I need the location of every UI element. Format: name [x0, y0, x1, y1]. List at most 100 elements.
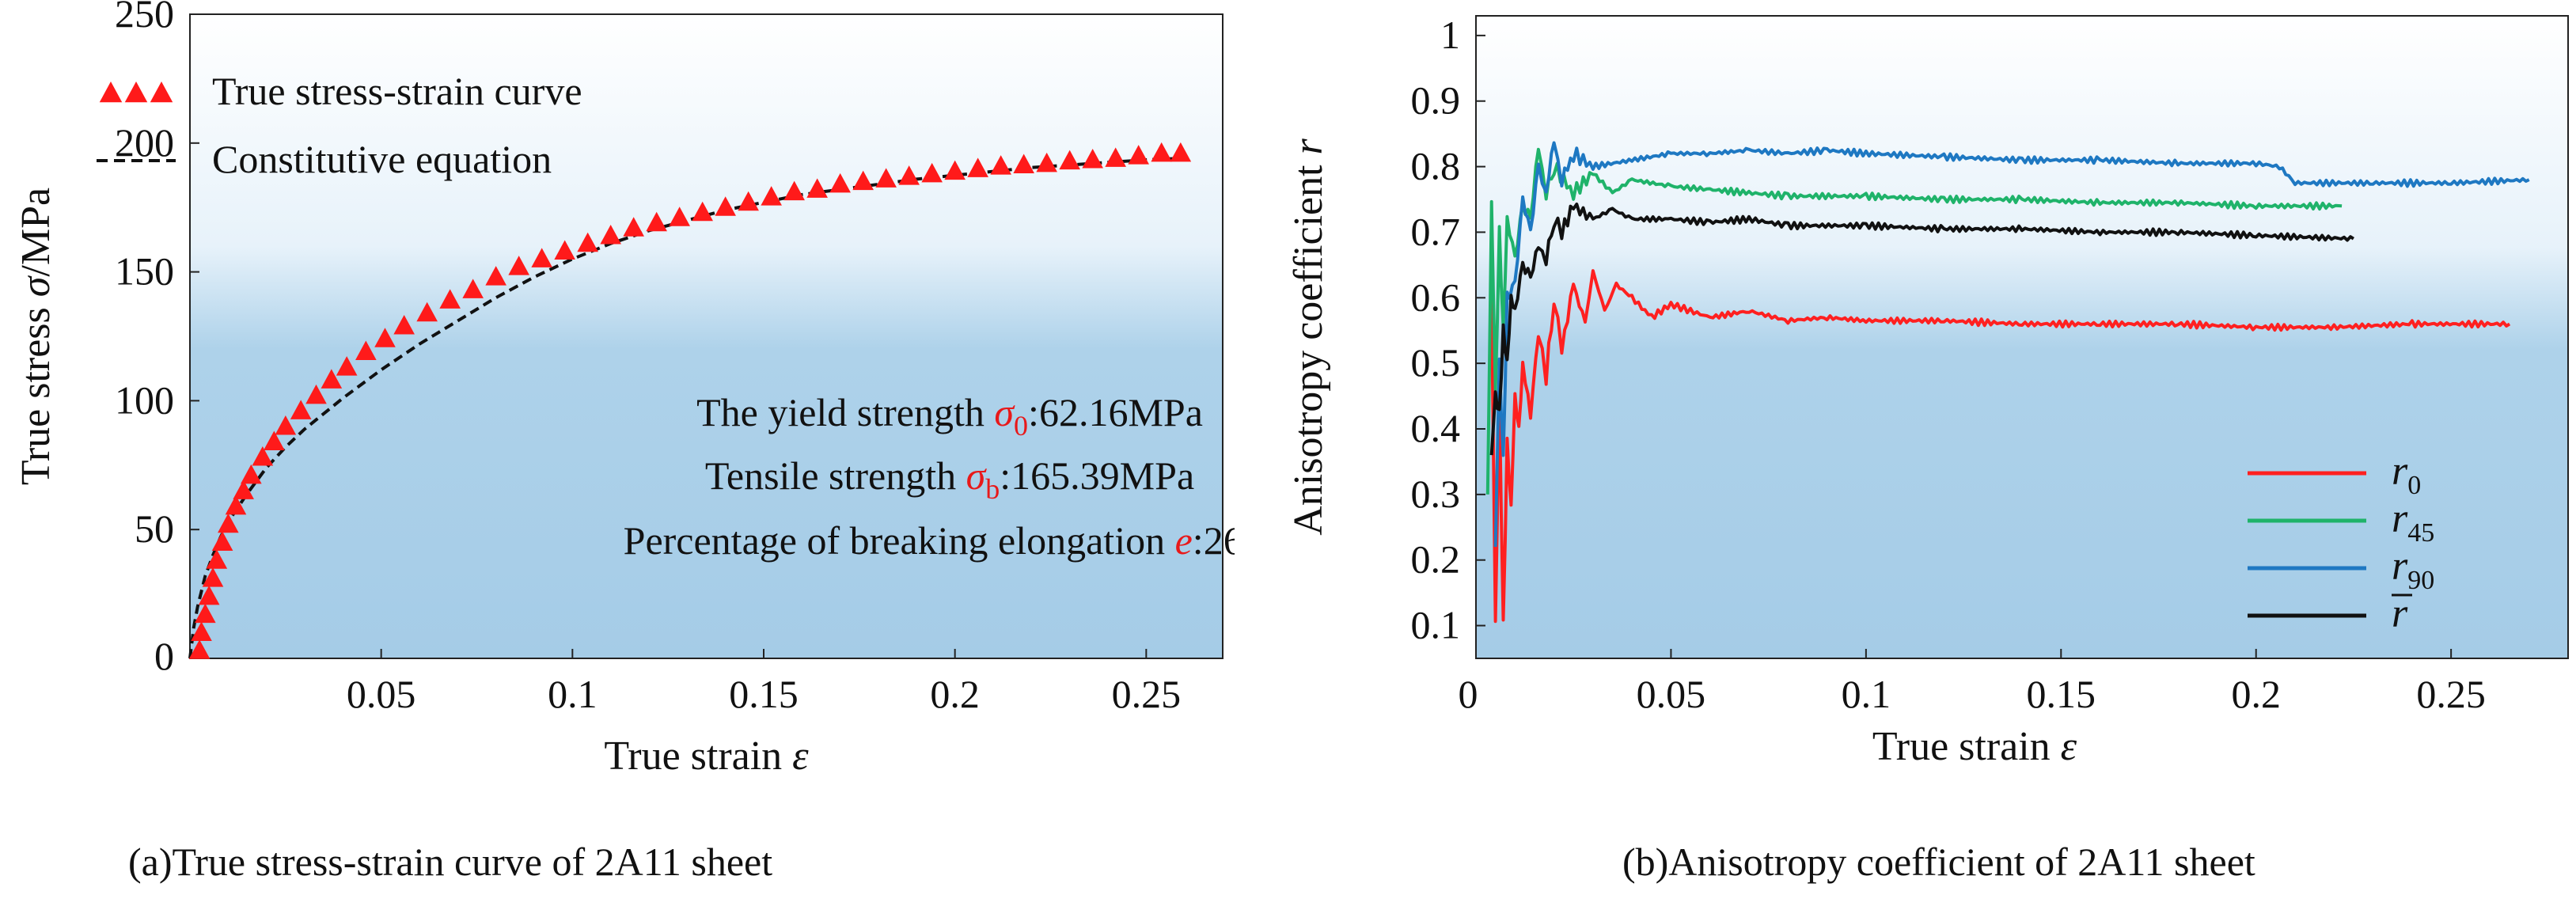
legend-label-45: r45 — [2392, 496, 2434, 548]
data-point-triangle — [485, 266, 506, 286]
y-tick-label: 0.9 — [1411, 78, 1461, 123]
plot-frame — [189, 13, 1224, 659]
data-point-triangle — [195, 603, 216, 624]
data-point-triangle — [1013, 154, 1034, 173]
data-point-triangle — [623, 217, 644, 237]
y-axis-label: True stress σ/MPa — [13, 188, 59, 485]
data-point-triangle — [218, 513, 239, 533]
data-point-triangle — [1151, 142, 1172, 162]
data-point-triangle — [264, 430, 285, 450]
plot-frame — [1475, 15, 2569, 659]
plot-area — [190, 14, 1223, 658]
x-tick-label: 0.15 — [729, 672, 799, 716]
y-axis-label: Anisotropy coefficient r — [1286, 138, 1331, 535]
data-point-triangle — [806, 178, 828, 198]
data-point-triangle — [600, 225, 621, 245]
data-point-triangle — [202, 567, 224, 587]
legend-label-constitutive: Constitutive equation — [212, 137, 552, 181]
x-tick-label: 0.05 — [1637, 672, 1706, 716]
data-point-triangle — [198, 585, 220, 605]
data-point-triangle — [646, 211, 667, 232]
y-tick-label: 100 — [115, 377, 174, 422]
data-point-triangle — [738, 191, 759, 211]
legend-label-bar: r — [2392, 591, 2408, 636]
y-tick-label: 200 — [115, 120, 174, 165]
data-point-triangle — [783, 180, 805, 201]
data-point-triangle — [241, 464, 262, 484]
y-tick-label: 250 — [115, 0, 174, 36]
y-tick-label: 0.1 — [1411, 603, 1461, 647]
x-tick-label: 0 — [1459, 672, 1478, 716]
x-tick-label: 0.2 — [930, 672, 980, 716]
data-point-triangle — [1128, 145, 1149, 165]
legend-label-0: r0 — [2392, 449, 2421, 500]
data-point-triangle — [374, 328, 396, 347]
y-tick-label: 0.7 — [1411, 209, 1461, 253]
y-tick-label: 150 — [115, 249, 174, 294]
y-tick-label: 0.8 — [1411, 144, 1461, 188]
series-line-r90 — [1493, 141, 2530, 548]
y-tick-label: 0.4 — [1411, 406, 1461, 450]
y-tick-label: 0.5 — [1411, 340, 1461, 385]
data-point-triangle — [692, 201, 713, 222]
caption-b: (b)Anisotropy coefficient of 2A11 sheet — [1622, 840, 2255, 884]
series-line-r-bar — [1489, 203, 2354, 456]
legend-marker-triangle — [150, 82, 173, 103]
anisotropy-chart: 0.1 0.2 0.3 0.4 0.5 0.6 0.7 0.8 0.9 1 0 0.05 0.1 0.15… — [1286, 13, 2569, 769]
annotation-text: Percentage of breaking elongation e:26% — [624, 518, 1235, 563]
y-tick-label: 1 — [1440, 13, 1460, 57]
series-line-r45 — [1485, 147, 2343, 495]
data-point-triangle — [508, 256, 529, 275]
data-point-triangle — [290, 400, 312, 419]
x-tick-label: 0.25 — [1112, 672, 1182, 716]
data-point-triangle — [393, 314, 415, 335]
data-point-triangle — [233, 480, 254, 499]
data-point-triangle — [577, 232, 598, 252]
y-tick-label: 0.3 — [1411, 472, 1461, 516]
legend-marker-triangle — [99, 82, 123, 103]
data-point-triangle — [1059, 150, 1080, 170]
data-point-triangle — [898, 165, 920, 185]
y-tick-label: 0 — [154, 634, 174, 678]
data-point-triangle — [336, 356, 358, 376]
y-tick-label: 0.6 — [1411, 275, 1461, 319]
data-point-triangle — [761, 186, 782, 206]
data-point-triangle — [531, 248, 552, 267]
data-point-triangle — [829, 173, 851, 193]
data-point-triangle — [275, 415, 297, 435]
data-point-triangle — [852, 170, 874, 191]
data-point-triangle — [252, 446, 274, 466]
data-point-triangle — [462, 279, 484, 298]
legend-label-true-curve: True stress-strain curve — [212, 69, 582, 113]
x-tick-label: 0.05 — [347, 672, 416, 716]
legend-label-90: r90 — [2392, 544, 2434, 595]
x-tick-label: 0.15 — [2027, 672, 2096, 716]
data-point-triangle — [206, 549, 228, 569]
data-point-triangle — [1105, 147, 1126, 167]
annotation-text: The yield strength σ0:62.16MPa — [696, 390, 1203, 442]
data-point-triangle — [967, 157, 988, 177]
caption-a: (a)True stress-strain curve of 2A11 shee… — [128, 840, 773, 884]
stress-strain-chart: 0 50 100 150 200 250 0.05 0.1 0.15 0.2 0.25 True st… — [13, 0, 1235, 779]
data-point-triangle — [191, 621, 212, 641]
data-point-triangle — [715, 196, 736, 216]
data-point-triangle — [211, 531, 233, 551]
data-point-triangle — [439, 289, 461, 309]
annotation-text: Tensile strength σb:165.39MPa — [705, 453, 1194, 505]
data-point-triangle — [355, 340, 377, 361]
data-point-triangle — [1036, 152, 1057, 173]
x-tick-label: 0.1 — [1842, 672, 1891, 716]
plot-area — [1476, 16, 2568, 658]
data-point-triangle — [921, 162, 943, 183]
data-point-triangle — [875, 168, 897, 188]
data-point-triangle — [321, 369, 343, 389]
x-tick-label: 0.1 — [548, 672, 598, 716]
data-point-triangle — [225, 495, 247, 515]
data-point-triangle — [944, 160, 966, 180]
data-point-triangle — [554, 240, 575, 260]
data-point-triangle — [990, 155, 1011, 175]
x-axis-label: True strain ε — [1872, 724, 2077, 769]
data-point-triangle — [1082, 148, 1103, 169]
x-tick-label: 0.2 — [2231, 672, 2281, 716]
